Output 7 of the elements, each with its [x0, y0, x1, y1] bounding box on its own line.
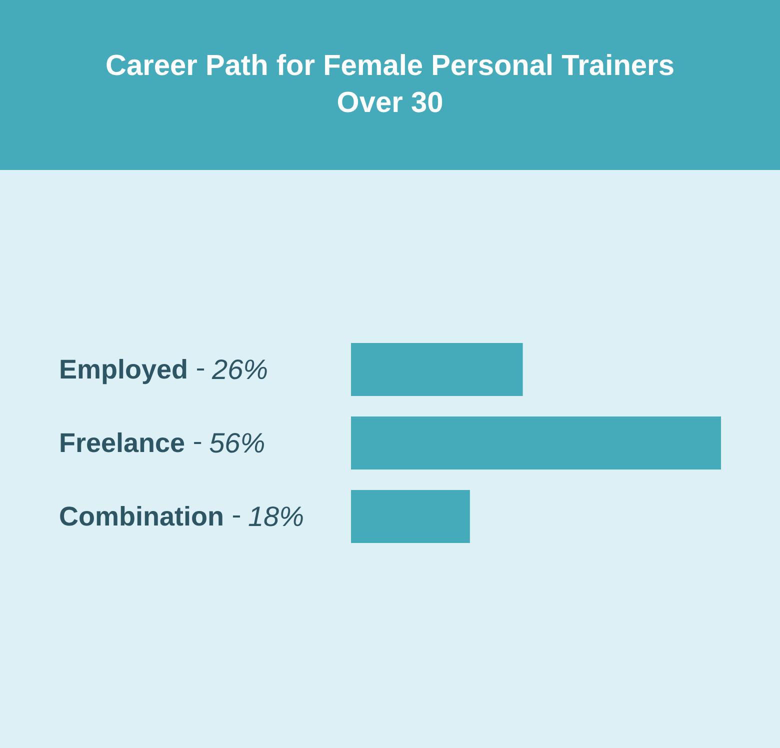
chart-title: Career Path for Female Personal Trainers Over 30 [104, 49, 676, 121]
data-label: 26% [211, 354, 268, 385]
y-tick-label: Freelance [59, 428, 186, 458]
data-label: 18% [248, 501, 304, 532]
y-tick-label: Combination [59, 502, 224, 532]
data-label: 56% [209, 428, 266, 458]
y-tick-label: Employed [59, 354, 188, 384]
